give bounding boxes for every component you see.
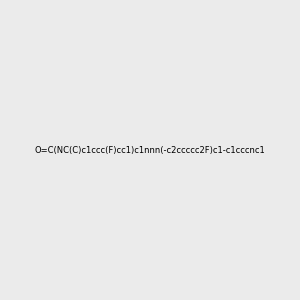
- Text: O=C(NC(C)c1ccc(F)cc1)c1nnn(-c2ccccc2F)c1-c1cccnc1: O=C(NC(C)c1ccc(F)cc1)c1nnn(-c2ccccc2F)c1…: [34, 146, 266, 154]
